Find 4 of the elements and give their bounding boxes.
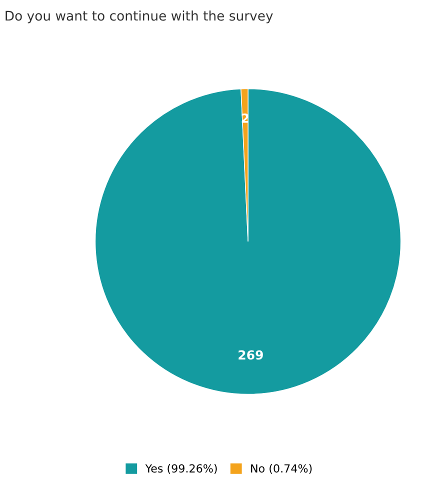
data-label: 269 xyxy=(238,350,263,360)
legend-label: No (0.74%) xyxy=(251,464,312,474)
chart-title: Do you want to continue with the survey xyxy=(6,10,273,24)
legend-label: Yes (99.26%) xyxy=(145,464,217,474)
